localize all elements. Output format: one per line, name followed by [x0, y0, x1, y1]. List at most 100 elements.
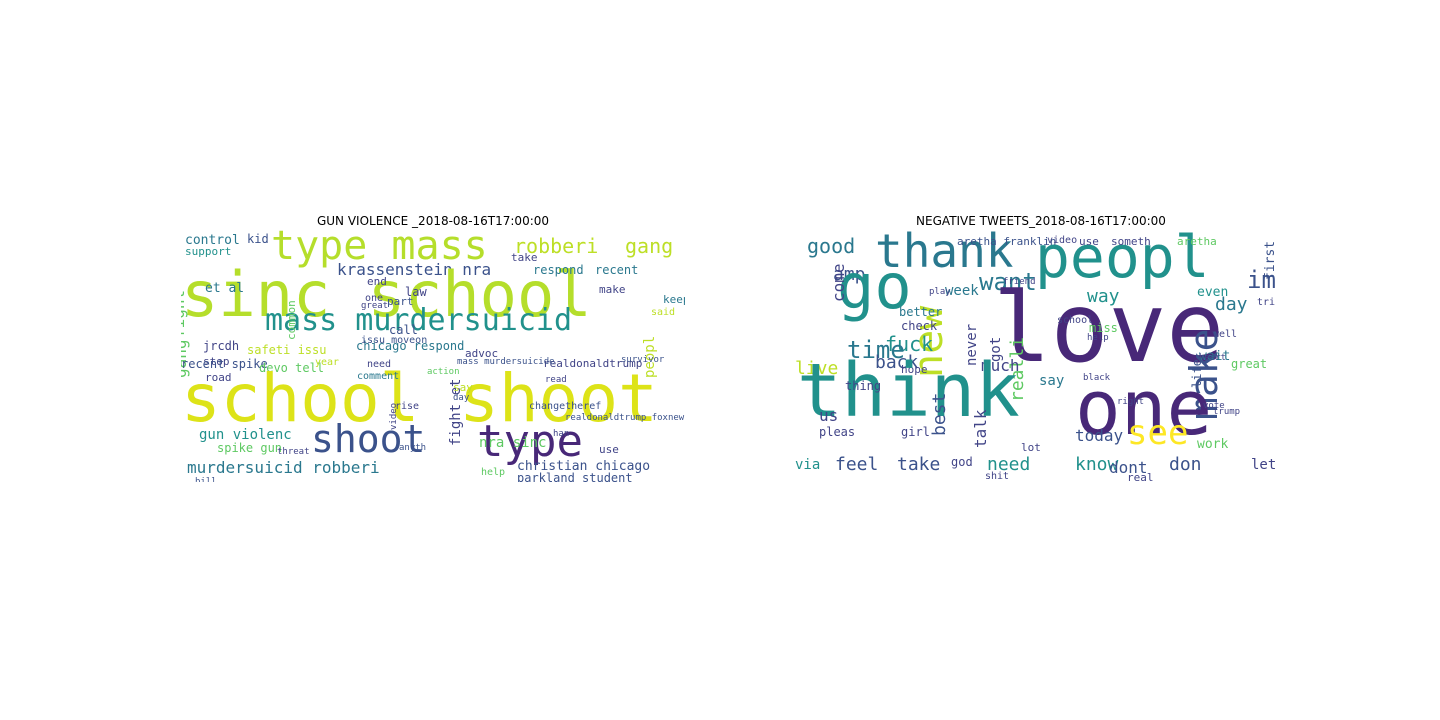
- cloud-word: changetheref: [529, 401, 602, 412]
- cloud-word: aretha: [1177, 235, 1217, 248]
- cloud-word: don: [1169, 454, 1202, 475]
- cloud-word: girl: [901, 425, 930, 439]
- cloud-word: friend: [1003, 277, 1036, 287]
- cloud-word: day: [453, 393, 470, 403]
- cloud-word: parkland student: [517, 471, 633, 482]
- cloud-word: thank: [875, 230, 1014, 278]
- cloud-word: school shoot: [181, 360, 658, 437]
- cloud-word: lot: [1021, 441, 1041, 454]
- cloud-word: gun violenc: [199, 427, 292, 443]
- cloud-word: good: [807, 234, 856, 258]
- cloud-word: respond: [533, 263, 584, 277]
- cloud-word: god: [951, 455, 973, 469]
- cloud-word: see: [1127, 413, 1189, 453]
- cloud-word: shit: [985, 471, 1010, 482]
- cloud-word: know: [1075, 454, 1119, 475]
- cloud-word: rise: [395, 401, 420, 412]
- cloud-word: right: [1117, 397, 1145, 407]
- cloud-word: action: [427, 367, 460, 377]
- cloud-word: road: [205, 371, 232, 384]
- cloud-word: check: [901, 319, 938, 333]
- cloud-word: dont: [1109, 458, 1148, 477]
- cloud-word: sinc school: [181, 258, 592, 331]
- cloud-word: take: [897, 454, 941, 475]
- cloud-word: day: [1215, 294, 1248, 315]
- cloud-word: peopl: [1035, 230, 1210, 291]
- cloud-word: type mass: [271, 230, 488, 269]
- cloud-word: use: [599, 443, 619, 456]
- cloud-word: trump: [1213, 407, 1241, 417]
- cloud-word: bill: [195, 477, 217, 483]
- cloud-word: think: [797, 348, 1020, 434]
- cloud-word: keep: [663, 293, 685, 306]
- cloud-word: feel: [835, 454, 879, 475]
- word-cloud: control kid support type mass robberi gang fig…: [181, 230, 685, 482]
- cloud-word: nra sinc: [479, 435, 547, 451]
- cloud-word: type: [477, 416, 583, 467]
- cloud-word: end: [367, 275, 387, 288]
- cloud-word: threat: [277, 447, 310, 457]
- cloud-word: recent spike: [181, 357, 268, 371]
- cloud-word: jrcdh: [203, 339, 240, 353]
- cloud-word: week: [945, 283, 979, 299]
- cloud-word: heart: [1199, 353, 1227, 363]
- cloud-word: tri: [1257, 297, 1276, 308]
- cloud-word: survivor: [621, 355, 665, 365]
- cloud-word: comment: [357, 371, 400, 382]
- cloud-word: make: [599, 283, 626, 296]
- cloud-word: miss: [1089, 321, 1118, 335]
- cloud-word: advoc: [465, 347, 499, 360]
- cloud-word: live: [795, 358, 839, 379]
- cloud-word: pleas: [819, 425, 856, 439]
- cloud-word: black: [1083, 373, 1111, 383]
- cloud-word: krassenstein nra: [337, 260, 492, 279]
- panel-title: NEGATIVE TWEETS_2018-08-16T17:00:00: [916, 214, 1166, 228]
- cloud-word: im: [1247, 266, 1276, 294]
- cloud-word: et al: [205, 281, 245, 296]
- cloud-word: common: [285, 300, 298, 340]
- cloud-word: robberi: [514, 234, 599, 258]
- cloud-word: support: [185, 245, 232, 258]
- cloud-word: go: [837, 250, 912, 323]
- cloud-word: recent: [595, 263, 639, 277]
- cloud-word: back: [875, 352, 919, 373]
- cloud-word: talk: [971, 409, 990, 448]
- cloud-word: one: [365, 293, 384, 304]
- cloud-word: amp: [833, 264, 866, 285]
- cloud-word: great: [1231, 357, 1268, 371]
- cloud-word: issu moveon: [361, 335, 428, 346]
- cloud-word: look: [789, 300, 795, 368]
- cloud-word: realdonaldtrump: [543, 357, 643, 370]
- cloud-word: fuck: [885, 332, 934, 356]
- cloud-word: christian chicago: [517, 459, 651, 474]
- cloud-word: devo tell: [259, 361, 325, 375]
- cloud-word: call: [389, 323, 418, 337]
- cloud-word: school: [1057, 315, 1094, 326]
- cloud-word: realdonaldtrump foxnew: [565, 413, 685, 423]
- cloud-word: aretha franklin: [957, 235, 1057, 248]
- cloud-word: need: [987, 454, 1031, 475]
- cloud-word: time: [847, 336, 905, 364]
- cloud-word: say: [453, 381, 473, 394]
- cloud-word: today: [1075, 426, 1124, 445]
- cloud-word: anyth: [399, 443, 427, 453]
- cloud-word: han: [553, 429, 570, 439]
- cloud-word: gang: [625, 234, 674, 258]
- cloud-word: chicago respond: [356, 339, 465, 353]
- cloud-word: safeti issu: [247, 343, 327, 357]
- cloud-word: better: [899, 305, 943, 319]
- cloud-word: take: [511, 251, 538, 264]
- cloud-word: mass murdersuicide: [457, 357, 555, 367]
- cloud-word: spike gun: [217, 441, 283, 455]
- cloud-word: work: [1197, 437, 1229, 452]
- cloud-word: hope: [901, 363, 928, 376]
- cloud-word: read: [545, 375, 567, 385]
- cloud-word: murdersuicid robberi: [187, 458, 380, 477]
- cloud-word: one: [1075, 363, 1213, 452]
- cloud-word: even: [1197, 285, 1229, 300]
- cloud-word: much: [981, 356, 1020, 375]
- cloud-word: someth: [1111, 235, 1151, 248]
- cloud-word: thing: [845, 379, 882, 393]
- cloud-word: need: [367, 359, 392, 370]
- cloud-word: way: [1087, 286, 1120, 307]
